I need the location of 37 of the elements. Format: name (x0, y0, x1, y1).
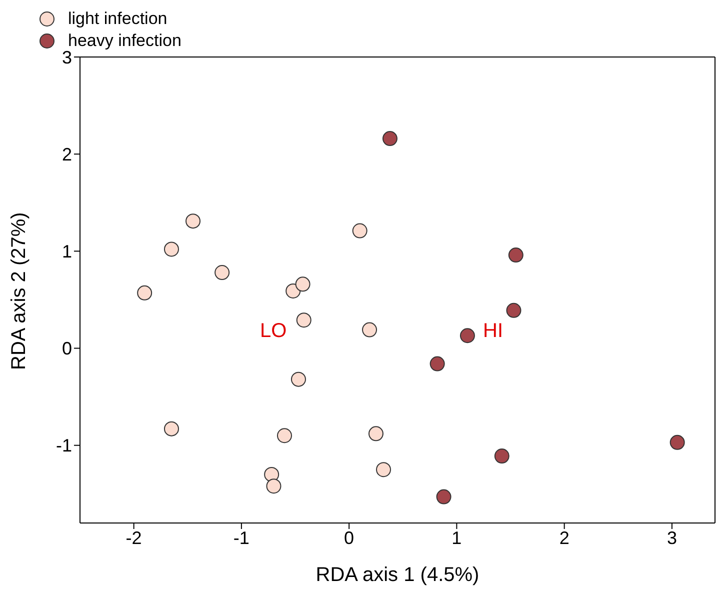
y-tick-label: 0 (62, 338, 72, 359)
point (460, 328, 475, 344)
point (266, 478, 282, 494)
annotation: LO (260, 320, 287, 343)
point (494, 448, 510, 464)
y-tick-label: 1 (62, 242, 72, 262)
point (276, 428, 292, 444)
x-axis-title: RDA axis 1 (4.5%) (316, 564, 480, 586)
legend-label: light infection (68, 9, 168, 29)
x-tick-label: -1 (233, 528, 250, 548)
point (382, 131, 398, 146)
point (352, 223, 368, 238)
point (506, 302, 522, 318)
x-tick-label: -2 (126, 528, 142, 548)
x-tick-label: 2 (559, 528, 570, 548)
point (670, 434, 685, 450)
point (508, 248, 524, 263)
point (430, 356, 445, 372)
point (296, 312, 312, 328)
y-tick-label: -1 (56, 436, 72, 456)
point (376, 462, 392, 478)
point (362, 322, 378, 338)
x-tick-label: 1 (452, 528, 462, 548)
point (214, 265, 230, 280)
y-axis-title: RDA axis 2 (27%) (8, 212, 30, 370)
point (186, 214, 201, 229)
point (368, 426, 384, 442)
point (137, 285, 152, 300)
x-tick-label: 0 (344, 528, 354, 548)
point (436, 489, 452, 504)
point (164, 242, 179, 257)
y-tick-label: 2 (62, 144, 72, 164)
point (290, 372, 306, 387)
annotation: HI (483, 320, 503, 343)
x-tick-label: 3 (666, 528, 677, 548)
point (164, 421, 179, 436)
point (295, 276, 310, 292)
